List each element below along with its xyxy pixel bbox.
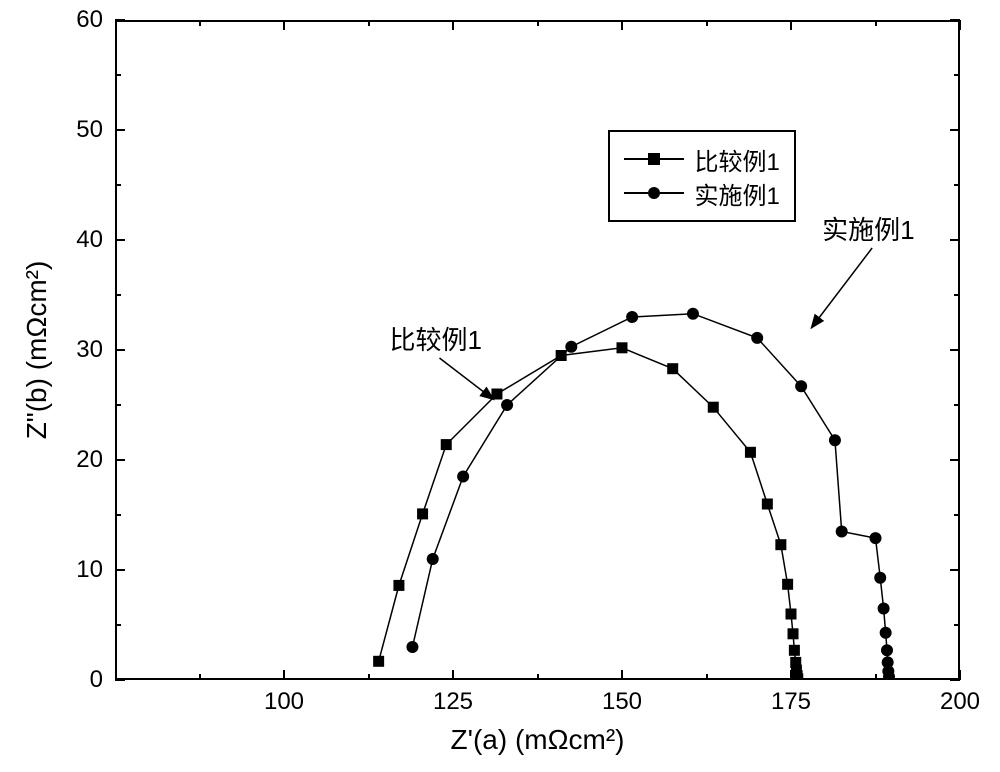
series-marker — [881, 644, 893, 656]
series-marker — [393, 580, 404, 591]
series-line-比较例1 — [379, 348, 798, 679]
annotation-arrow — [439, 358, 493, 400]
series-marker — [788, 628, 799, 639]
series-marker — [406, 641, 418, 653]
series-marker — [667, 363, 678, 374]
series-marker — [829, 434, 841, 446]
series-line-实施例1 — [412, 314, 889, 677]
annotation-text: 实施例1 — [822, 210, 914, 247]
series-marker — [617, 342, 628, 353]
series-marker — [427, 553, 439, 565]
plot-svg — [0, 0, 1000, 772]
legend-item: 比较例1 — [624, 142, 779, 176]
series-marker — [792, 673, 803, 684]
series-marker — [751, 332, 763, 344]
series-marker — [441, 439, 452, 450]
series-marker — [795, 380, 807, 392]
legend-item: 实施例1 — [624, 176, 779, 210]
annotation-text: 比较例1 — [389, 320, 481, 357]
square-icon — [648, 153, 660, 165]
series-marker — [782, 579, 793, 590]
y-tick-label: 40 — [76, 226, 113, 254]
x-tick-label: 150 — [602, 688, 642, 716]
series-marker — [491, 389, 502, 400]
x-tick-label: 175 — [771, 688, 811, 716]
y-tick-label: 10 — [76, 556, 113, 584]
x-tick-label: 200 — [940, 688, 980, 716]
series-marker — [501, 399, 513, 411]
series-marker — [745, 447, 756, 458]
series-marker — [775, 539, 786, 550]
series-marker — [789, 645, 800, 656]
series-marker — [687, 308, 699, 320]
series-marker — [836, 526, 848, 538]
y-tick-label: 0 — [90, 666, 113, 694]
legend: 比较例1实施例1 — [608, 130, 795, 222]
series-marker — [762, 499, 773, 510]
y-axis-label: Z"(b) (mΩcm²) — [21, 261, 53, 440]
circle-icon — [648, 187, 660, 199]
legend-label: 实施例1 — [694, 176, 779, 211]
series-marker — [708, 402, 719, 413]
x-axis-label: Z'(a) (mΩcm²) — [450, 724, 624, 756]
y-tick-label: 60 — [76, 6, 113, 34]
series-marker — [870, 532, 882, 544]
x-tick-label: 100 — [264, 688, 304, 716]
y-tick-label: 50 — [76, 116, 113, 144]
series-marker — [565, 341, 577, 353]
series-marker — [874, 572, 886, 584]
series-marker — [878, 603, 890, 615]
x-tick-label: 125 — [433, 688, 473, 716]
annotation-arrow — [811, 248, 872, 328]
series-marker — [880, 627, 892, 639]
series-marker — [626, 311, 638, 323]
series-marker — [883, 671, 895, 683]
y-tick-label: 20 — [76, 446, 113, 474]
series-marker — [373, 656, 384, 667]
legend-label: 比较例1 — [694, 142, 779, 177]
series-marker — [786, 609, 797, 620]
series-marker — [457, 471, 469, 483]
y-tick-label: 30 — [76, 336, 113, 364]
series-marker — [417, 508, 428, 519]
